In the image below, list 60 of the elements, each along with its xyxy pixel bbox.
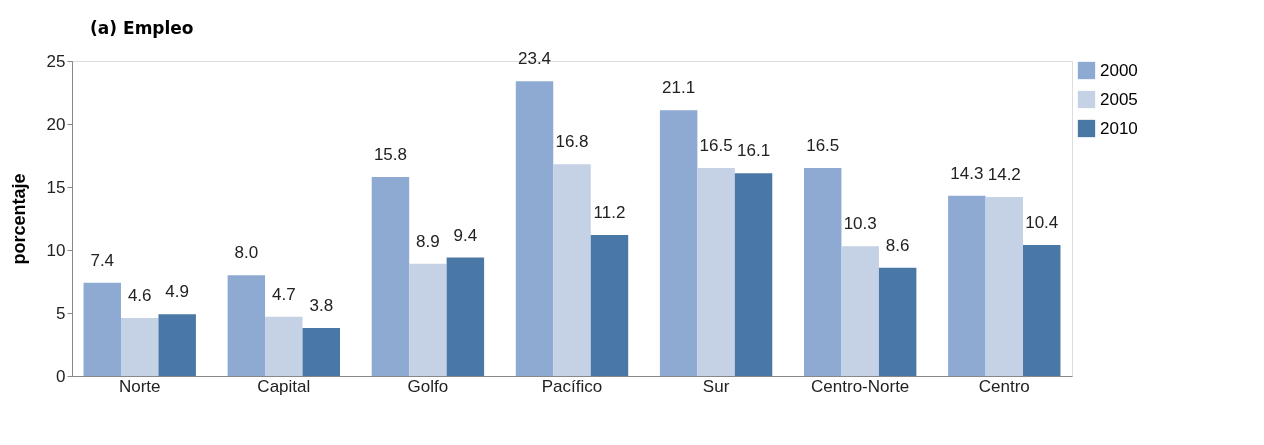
bar bbox=[409, 263, 447, 376]
bar bbox=[227, 275, 266, 376]
data-label: 16.1 bbox=[737, 141, 771, 161]
chart-title: (a) Empleo bbox=[90, 18, 194, 39]
data-label: 4.9 bbox=[165, 282, 190, 302]
data-label: 15.8 bbox=[373, 144, 407, 164]
data-label: 11.2 bbox=[593, 202, 626, 222]
bar bbox=[590, 234, 629, 376]
legend-label: 2010 bbox=[1100, 118, 1138, 138]
bar bbox=[446, 257, 485, 376]
data-label: 21.1 bbox=[662, 78, 696, 98]
bar bbox=[515, 81, 554, 376]
y-tick-label: 0 bbox=[56, 366, 66, 386]
x-tick-label: Pacífico bbox=[541, 376, 603, 396]
bar bbox=[302, 328, 341, 376]
x-tick-label: Centro-Norte bbox=[811, 376, 910, 396]
data-label: 7.4 bbox=[90, 250, 115, 270]
data-label: 23.4 bbox=[517, 49, 552, 69]
data-label: 3.8 bbox=[309, 296, 334, 316]
y-tick-label: 25 bbox=[46, 51, 66, 71]
bar bbox=[878, 267, 917, 376]
y-tick-label: 10 bbox=[46, 240, 66, 260]
bar bbox=[734, 173, 773, 376]
data-label: 16.5 bbox=[806, 136, 840, 156]
bar bbox=[985, 197, 1024, 376]
y-axis-title: porcentaje bbox=[8, 173, 29, 265]
bar bbox=[697, 168, 735, 376]
bar bbox=[803, 168, 842, 376]
x-tick-label: Sur bbox=[702, 376, 730, 396]
bar bbox=[1023, 244, 1061, 376]
data-label: 8.0 bbox=[234, 243, 259, 263]
data-label: 14.3 bbox=[950, 163, 984, 183]
bar bbox=[659, 110, 698, 376]
bar bbox=[841, 246, 879, 376]
x-tick-label: Centro bbox=[978, 376, 1030, 396]
data-label: 8.9 bbox=[416, 231, 440, 251]
data-label: 4.7 bbox=[272, 284, 296, 304]
legend-label: 2005 bbox=[1100, 89, 1138, 109]
bar bbox=[265, 316, 303, 376]
bar bbox=[948, 195, 986, 376]
y-tick-label: 5 bbox=[56, 303, 66, 323]
data-label: 10.4 bbox=[1025, 212, 1059, 232]
bar bbox=[371, 176, 410, 376]
data-label: 4.6 bbox=[127, 286, 152, 306]
x-tick-label: Capital bbox=[257, 376, 311, 396]
data-label: 10.3 bbox=[843, 214, 877, 234]
data-label: 9.4 bbox=[453, 225, 478, 245]
x-tick-label: Norte bbox=[118, 376, 161, 396]
bar bbox=[158, 314, 196, 376]
data-label: 16.5 bbox=[699, 136, 733, 156]
bar bbox=[553, 164, 591, 376]
y-tick-label: 20 bbox=[46, 114, 66, 134]
data-label: 8.6 bbox=[885, 235, 910, 255]
data-label: 14.2 bbox=[987, 165, 1021, 185]
bar bbox=[120, 318, 159, 376]
bar bbox=[83, 282, 121, 376]
x-tick-label: Golfo bbox=[407, 376, 449, 396]
legend-label: 2000 bbox=[1100, 60, 1138, 80]
data-label: 16.8 bbox=[555, 132, 589, 152]
y-tick-label: 15 bbox=[46, 177, 66, 197]
